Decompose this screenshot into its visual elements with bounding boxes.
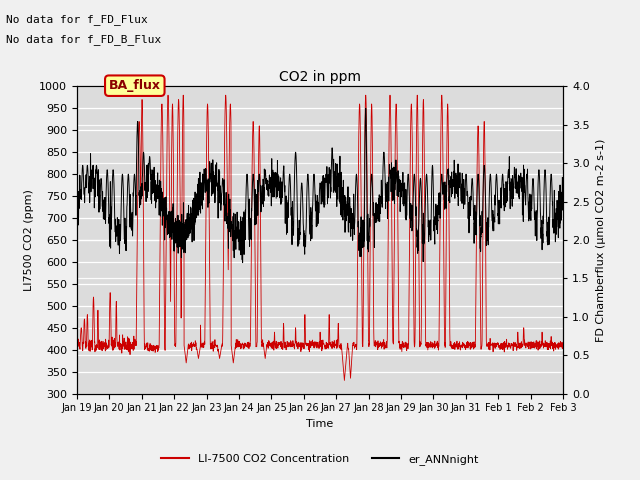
Text: No data for f_FD_Flux: No data for f_FD_Flux (6, 14, 148, 25)
Title: CO2 in ppm: CO2 in ppm (279, 70, 361, 84)
Y-axis label: FD Chamberflux (μmol CO2 m-2 s-1): FD Chamberflux (μmol CO2 m-2 s-1) (596, 138, 605, 342)
Legend: LI-7500 CO2 Concentration, er_ANNnight: LI-7500 CO2 Concentration, er_ANNnight (157, 450, 483, 469)
Text: BA_flux: BA_flux (109, 79, 161, 92)
Text: No data for f_FD_B_Flux: No data for f_FD_B_Flux (6, 34, 162, 45)
Y-axis label: LI7500 CO2 (ppm): LI7500 CO2 (ppm) (24, 189, 33, 291)
X-axis label: Time: Time (307, 419, 333, 429)
